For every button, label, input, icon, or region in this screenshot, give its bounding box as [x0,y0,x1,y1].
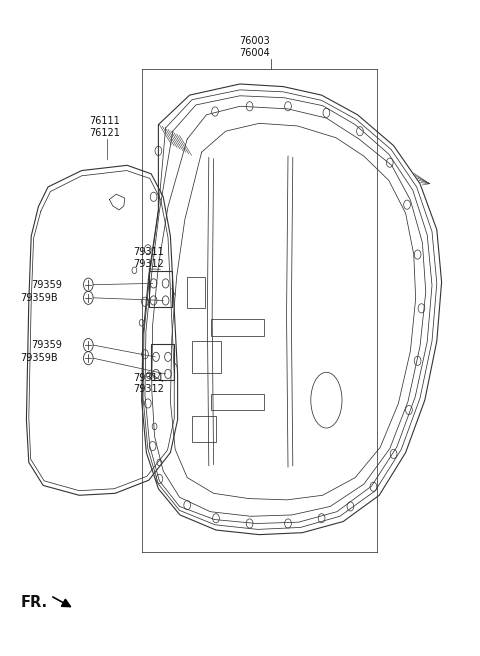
Text: 79311
79312: 79311 79312 [133,373,164,394]
Bar [187,277,205,308]
Text: 79359: 79359 [31,340,62,350]
Text: 76111
76121: 76111 76121 [89,116,120,138]
Text: 79359B: 79359B [20,293,58,303]
Text: 79311
79312: 79311 79312 [133,247,164,269]
Bar [211,394,264,410]
Bar [211,319,264,336]
Bar [192,416,216,442]
Text: FR.: FR. [20,595,48,609]
Text: 79359B: 79359B [20,353,58,363]
Bar [151,344,174,380]
Bar [149,270,172,306]
Text: 76003
76004: 76003 76004 [239,36,270,58]
Bar [192,341,221,373]
Text: 79359: 79359 [31,279,62,290]
